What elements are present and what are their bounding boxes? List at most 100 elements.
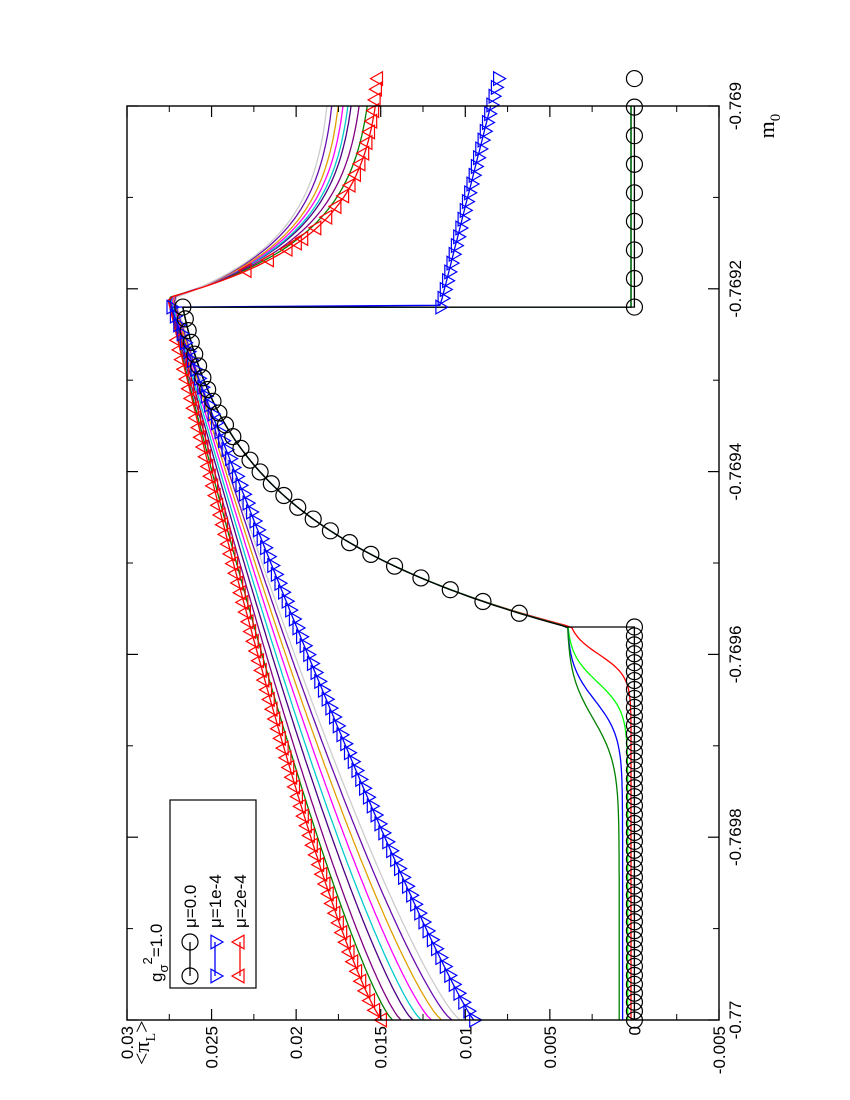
marker-mu-0: [625, 184, 644, 202]
marker-mu-2e-4: [277, 749, 292, 766]
marker-mu-2e-4: [365, 102, 380, 119]
marker-mu-1e-4: [347, 753, 362, 770]
marker-mu-1e-4: [197, 379, 212, 396]
marker-mu-2e-4: [168, 332, 183, 349]
marker-mu-2e-4: [307, 847, 321, 863]
marker-mu-1e-4: [464, 184, 478, 201]
rotated-plot: -0.77 -0.7698 -0.7696 -0.7694 -0.7692 -0.769 -…: [118, 69, 784, 1074]
marker-mu-0: [289, 498, 307, 516]
marker-mu-0: [204, 392, 222, 410]
marker-mu-2e-4: [258, 681, 273, 698]
legend-marker: [181, 933, 199, 951]
marker-mu-1e-4: [435, 299, 450, 315]
legend-title-sub: σ: [156, 965, 171, 973]
marker-mu-0: [625, 868, 644, 886]
marker-mu-0: [304, 510, 322, 528]
marker-mu-1e-4: [296, 628, 310, 645]
marker-mu-1e-4: [426, 931, 441, 948]
marker-mu-0: [210, 404, 228, 422]
marker-mu-2e-4: [313, 866, 328, 883]
legend-label: μ=1e-4: [206, 874, 225, 928]
y-axis-label-close: >: [129, 1021, 154, 1033]
marker-mu-0: [625, 886, 644, 904]
marker-mu-1e-4: [317, 682, 332, 699]
x-axis-label-sub: 0: [768, 114, 784, 122]
marker-mu-2e-4: [231, 584, 246, 601]
y-tick-label: -0.005: [710, 1026, 729, 1074]
marker-mu-1e-4: [444, 967, 459, 984]
marker-mu-2e-4: [327, 198, 342, 215]
marker-mu-1e-4: [260, 539, 274, 556]
marker-mu-0: [625, 298, 644, 316]
marker-mu-1e-4: [374, 816, 389, 832]
marker-mu-2e-4: [326, 905, 341, 922]
marker-mu-0: [251, 463, 269, 481]
marker-mu-2e-4: [252, 662, 267, 679]
marker-mu-0: [179, 322, 197, 340]
marker-mu-1e-4: [479, 123, 494, 140]
marker-mu-0: [625, 877, 644, 895]
marker-mu-1e-4: [473, 149, 487, 166]
x-tick-label: -0.7694: [726, 443, 745, 501]
marker-mu-1e-4: [321, 691, 336, 708]
marker-mu-1e-4: [488, 88, 503, 105]
marker-mu-1e-4: [490, 79, 505, 96]
x-tick-label: -0.7692: [726, 260, 745, 318]
marker-mu-2e-4: [209, 497, 224, 514]
marker-mu-2e-4: [330, 915, 344, 931]
marker-mu-0: [186, 345, 204, 363]
marker-mu-2e-4: [333, 924, 348, 941]
marker-mu-1e-4: [481, 114, 496, 131]
marker-mu-2e-4: [286, 779, 301, 795]
marker-mu-0: [625, 913, 644, 931]
curves-layer: [167, 105, 636, 1021]
legend-title-sup: 2: [140, 957, 155, 964]
marker-mu-1e-4: [418, 914, 433, 930]
marker-mu-2e-4: [278, 241, 293, 258]
marker-mu-2e-4: [260, 252, 274, 268]
marker-mu-1e-4: [267, 557, 282, 574]
marker-mu-0: [194, 369, 212, 387]
series-line-mu-1e-4: [170, 105, 492, 1021]
marker-mu-1e-4: [359, 780, 373, 797]
marker-mu-0: [474, 592, 492, 611]
marker-mu-0: [625, 805, 644, 824]
marker-mu-0: [625, 966, 644, 984]
marker-mu-0: [625, 788, 644, 806]
marker-mu-1e-4: [186, 352, 201, 369]
marker-mu-0: [625, 689, 644, 708]
marker-mu-0: [625, 957, 644, 976]
marker-mu-0: [625, 939, 644, 958]
marker-mu-0: [321, 522, 340, 540]
marker-mu-1e-4: [292, 620, 307, 636]
upper-branch-curve: [170, 105, 422, 1021]
marker-mu-1e-4: [386, 842, 400, 859]
marker-mu-1e-4: [394, 860, 408, 877]
marker-mu-0: [625, 823, 644, 842]
marker-mu-1e-4: [435, 949, 450, 966]
marker-mu-2e-4: [269, 720, 284, 737]
marker-mu-1e-4: [439, 958, 454, 975]
marker-mu-2e-4: [355, 145, 370, 162]
marker-mu-2e-4: [344, 953, 359, 970]
legend-marker: [230, 968, 245, 984]
marker-mu-1e-4: [470, 158, 485, 175]
marker-mu-0: [625, 663, 644, 681]
marker-mu-2e-4: [237, 604, 251, 620]
marker-mu-2e-4: [292, 798, 306, 815]
marker-mu-0: [625, 770, 644, 788]
marker-mu-2e-4: [318, 209, 333, 226]
marker-mu-0: [182, 333, 200, 352]
legend-marker: [210, 934, 225, 950]
y-tick-label: 0.01: [456, 1026, 475, 1059]
marker-mu-0: [625, 671, 644, 690]
marker-mu-2e-4: [219, 536, 234, 552]
legend-entries: μ=0.0 μ=1e-4 μ=2e-4: [181, 874, 250, 985]
marker-mu-2e-4: [288, 235, 302, 251]
marker-mu-1e-4: [332, 718, 347, 734]
marker-mu-2e-4: [366, 92, 381, 108]
upper-branch-curve: [174, 105, 453, 1021]
marker-mu-0: [174, 298, 192, 316]
marker-mu-0: [625, 779, 644, 797]
marker-mu-0: [176, 310, 194, 328]
